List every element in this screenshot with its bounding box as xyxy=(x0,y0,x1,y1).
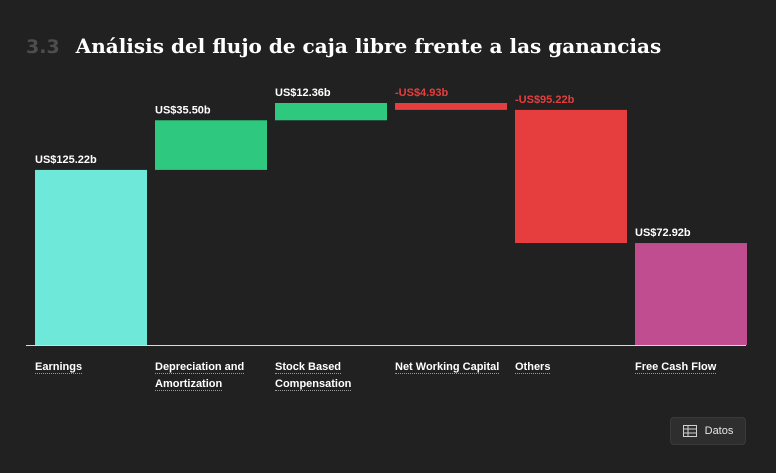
bar-2 xyxy=(275,103,387,121)
data-table-button[interactable]: Datos xyxy=(670,417,746,445)
x-tick-label-5[interactable]: Free Cash Flow xyxy=(635,361,717,374)
x-tick-label-2[interactable]: Stock Based Compensation xyxy=(275,361,352,391)
bar-3 xyxy=(395,103,507,110)
data-label-1: US$35.50b xyxy=(155,104,211,116)
x-tick-label-3[interactable]: Net Working Capital xyxy=(395,361,500,374)
section-number: 3.3 xyxy=(26,36,60,58)
bar-4 xyxy=(515,109,627,244)
bar-5 xyxy=(635,243,747,345)
data-label-5: US$72.92b xyxy=(635,227,691,239)
x-tick-label-0[interactable]: Earnings xyxy=(35,361,83,374)
x-tick-label-1[interactable]: Depreciation and Amortization xyxy=(155,361,245,391)
chart-header: 3.3 Análisis del flujo de caja libre fre… xyxy=(26,34,661,58)
data-label-2: US$12.36b xyxy=(275,87,331,99)
data-label-4: -US$95.22b xyxy=(515,94,575,106)
bar-0 xyxy=(35,169,147,345)
chart-title: Análisis del flujo de caja libre frente … xyxy=(75,34,662,58)
table-icon xyxy=(682,425,697,437)
x-tick-label-4[interactable]: Others xyxy=(515,361,551,374)
data-label-0: US$125.22b xyxy=(35,154,97,166)
data-button-label: Datos xyxy=(704,425,734,437)
data-label-3: -US$4.93b xyxy=(395,87,448,99)
bar-1 xyxy=(155,120,267,170)
